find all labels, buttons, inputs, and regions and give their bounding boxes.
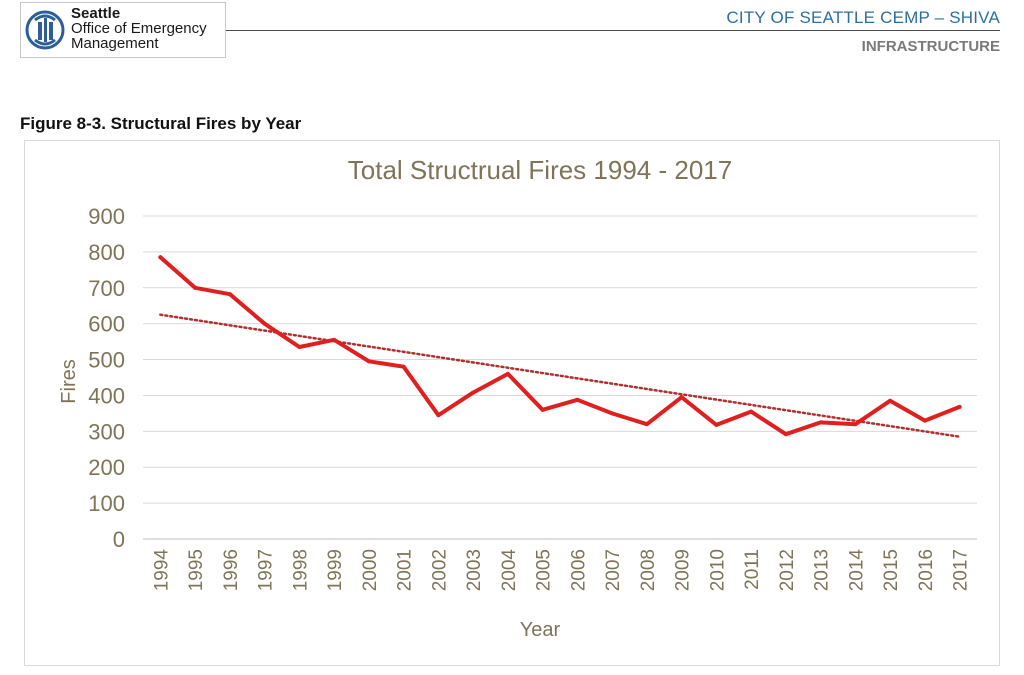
x-tick-label: 2000 [360, 549, 381, 591]
y-tick-label: 600 [88, 312, 125, 337]
x-tick-label: 2011 [742, 549, 763, 590]
seattle-seal-icon [25, 10, 65, 50]
y-tick-label: 100 [88, 491, 125, 516]
org-name: Seattle [71, 5, 121, 22]
data-point [297, 344, 302, 349]
y-tick-label: 300 [88, 419, 125, 444]
series-line-0 [158, 255, 962, 437]
seattle-oem-logo: Seattle Office of Emergency Management [20, 2, 226, 58]
x-tick-label: 1996 [221, 549, 242, 591]
x-tick-label: 1994 [151, 549, 172, 592]
chart-frame: Total Structrual Fires 1994 - 2017 0 100 20… [24, 140, 1000, 666]
data-point [158, 255, 163, 260]
x-tick-label: 2003 [464, 549, 485, 591]
data-point [401, 364, 406, 369]
header-rule [226, 30, 1000, 31]
data-point [505, 371, 510, 376]
data-point [610, 411, 615, 416]
x-tick-label: 2014 [846, 549, 867, 592]
x-tick-label: 2002 [429, 549, 450, 591]
y-axis-label: Fires [58, 359, 80, 403]
x-tick-label: 2016 [916, 549, 937, 591]
x-tick-label: 1997 [256, 549, 277, 591]
x-tick-label: 2010 [707, 549, 728, 591]
x-tick-label: 2006 [568, 549, 589, 591]
x-tick-label: 1998 [290, 549, 311, 591]
y-tick-label: 400 [88, 383, 125, 408]
y-tick-label: 500 [88, 348, 125, 373]
figure-caption: Figure 8-3. Structural Fires by Year [20, 114, 302, 133]
data-point [193, 285, 198, 290]
x-axis-label: Year [520, 619, 561, 641]
x-tick-label: 2001 [395, 549, 416, 591]
x-tick-label: 2015 [881, 549, 902, 591]
section-name: INFRASTRUCTURE [861, 38, 1000, 55]
x-tick-label: 2009 [673, 549, 694, 591]
line-chart: Total Structrual Fires 1994 - 2017 0 100 20… [58, 155, 977, 641]
data-point [471, 390, 476, 395]
org-subtitle-1: Office of Emergency [71, 20, 207, 37]
data-point [749, 409, 754, 414]
data-point [679, 395, 684, 400]
x-tick-label: 2005 [534, 549, 555, 591]
org-subtitle-2: Management [71, 35, 159, 52]
x-tick-label: 2004 [499, 549, 520, 592]
x-tick-label: 1995 [186, 549, 207, 591]
x-tick-label: 2007 [603, 549, 624, 591]
data-point [262, 321, 267, 326]
x-tick-label: 2013 [812, 549, 833, 591]
x-tick-label: 1999 [325, 549, 346, 591]
data-point [818, 420, 823, 425]
data-point [366, 359, 371, 364]
logo-text: Seattle Office of Emergency Management [71, 6, 207, 51]
data-point [888, 398, 893, 403]
y-tick-label: 200 [88, 455, 125, 480]
data-point [540, 407, 545, 412]
chart-title: Total Structrual Fires 1994 - 2017 [348, 155, 732, 185]
data-point [575, 397, 580, 402]
data-point [332, 337, 337, 342]
data-point [853, 422, 858, 427]
data-point [957, 404, 962, 409]
data-point [714, 422, 719, 427]
data-point [436, 413, 441, 418]
data-point [922, 418, 927, 423]
document-title: CITY OF SEATTLE CEMP – SHIVA [726, 8, 1000, 27]
data-point [783, 432, 788, 437]
x-tick-label: 2017 [951, 549, 972, 591]
y-tick-label: 900 [88, 204, 125, 229]
y-tick-label: 800 [88, 240, 125, 265]
y-tick-label: 700 [88, 276, 125, 301]
y-tick-label: 0 [113, 527, 125, 552]
x-tick-label: 2012 [777, 549, 798, 591]
data-point [644, 422, 649, 427]
x-tick-label: 2008 [638, 549, 659, 591]
trendline [159, 313, 961, 438]
data-point [227, 292, 232, 297]
